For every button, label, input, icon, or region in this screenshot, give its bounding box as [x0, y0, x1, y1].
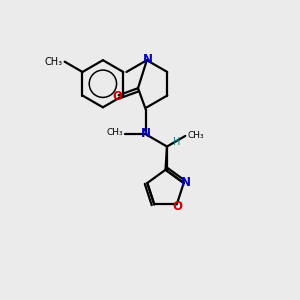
Text: CH₃: CH₃: [44, 57, 62, 67]
Text: N: N: [181, 176, 191, 189]
Text: O: O: [172, 200, 182, 213]
Text: N: N: [140, 128, 151, 140]
Text: N: N: [143, 53, 153, 66]
Text: CH₃: CH₃: [106, 128, 123, 137]
Text: H: H: [173, 137, 180, 147]
Text: CH₃: CH₃: [188, 131, 204, 140]
Text: O: O: [112, 90, 122, 103]
